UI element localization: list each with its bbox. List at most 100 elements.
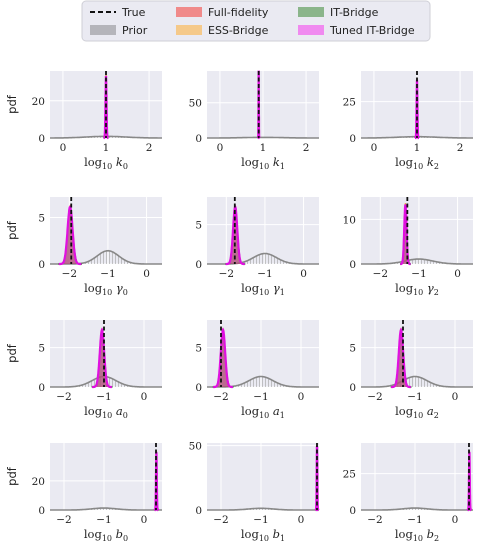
y-tick-label: 5	[195, 220, 202, 232]
x-tick-label: 2	[303, 142, 310, 154]
x-tick-label: 2	[457, 142, 464, 154]
full-fidelity-curve-fill	[213, 329, 233, 387]
full-fidelity-curve-fill	[391, 329, 411, 387]
x-tick-label: −1	[96, 391, 111, 403]
x-axis-label: log10 b2	[395, 527, 439, 543]
y-tick-label: 5	[38, 212, 45, 224]
x-tick-label: 1	[260, 142, 267, 154]
x-tick-label: 2	[146, 142, 153, 154]
tuned-it-bridge-curve-fill	[225, 206, 245, 264]
x-tick-label: −2	[373, 268, 388, 280]
legend-swatch-3	[176, 25, 202, 35]
full-fidelity-curve-fill	[92, 329, 112, 387]
prior-fill	[50, 508, 162, 510]
x-tick-label: −2	[367, 391, 382, 403]
it-bridge-curve-fill	[58, 209, 83, 264]
y-tick-label: 0	[38, 133, 45, 145]
tuned-it-bridge-curve-fill	[58, 206, 82, 264]
y-tick-label: 0	[349, 133, 356, 145]
x-tick-label: −1	[96, 514, 111, 526]
x-axis-label: log10 a1	[241, 404, 285, 420]
tuned-it-bridge-curve	[314, 445, 320, 512]
subplot-b1: −2 −1 0 0 50 log10 b1	[189, 441, 320, 543]
x-axis-label: log10 a0	[84, 404, 128, 420]
x-axis-label: log10 k0	[84, 155, 128, 171]
legend-swatch-1	[90, 25, 116, 35]
x-tick-label: −2	[367, 514, 382, 526]
legend-label-5: Tuned IT-Bridge	[329, 24, 415, 37]
prior-fill	[361, 259, 473, 264]
legend-label-3: ESS-Bridge	[208, 24, 269, 37]
x-tick-label: 1	[414, 142, 421, 154]
prior-curve	[207, 507, 319, 511]
prior-curve	[207, 136, 319, 139]
x-tick-label: 0	[141, 514, 148, 526]
y-tick-label: 0	[195, 505, 202, 517]
x-tick-label: 0	[452, 391, 459, 403]
ess-bridge-curve-fill	[391, 328, 411, 387]
tuned-it-bridge-curve-fill	[213, 329, 233, 387]
legend-swatch-4	[298, 7, 324, 17]
ess-bridge-curve-fill	[92, 328, 112, 387]
tuned-it-bridge-curve-fill	[400, 204, 411, 264]
plot-area	[207, 443, 319, 510]
x-axis-label: log10 γ0	[84, 281, 128, 297]
y-tick-label: 0	[38, 259, 45, 271]
prior-fill	[361, 376, 473, 387]
x-axis-label: log10 γ1	[241, 281, 285, 297]
tuned-it-bridge-curve	[414, 79, 420, 140]
y-tick-label: 10	[343, 214, 356, 226]
y-tick-label: 50	[189, 441, 202, 453]
x-tick-label: −2	[62, 268, 77, 280]
y-axis-label: pdf	[5, 343, 19, 363]
x-tick-label: 0	[371, 142, 378, 154]
x-axis-label: log10 b0	[84, 527, 128, 543]
y-tick-label: 0	[349, 382, 356, 394]
prior-fill	[207, 508, 319, 510]
subplot-k1: 0 1 2 0 50 log10 k1	[189, 70, 319, 171]
subplot-b0: −2 −1 0 0 20 log10 b0 pdf	[5, 443, 162, 543]
x-tick-label: 0	[452, 514, 459, 526]
ess-bridge-curve-fill	[58, 205, 82, 264]
x-tick-label: −1	[407, 391, 422, 403]
y-tick-label: 0	[349, 505, 356, 517]
subplot-g1: −2 −1 0 0 5 log10 γ1	[195, 197, 319, 297]
legend-label-0: True	[121, 6, 146, 19]
y-tick-label: 0	[38, 382, 45, 394]
y-tick-label: 20	[32, 96, 45, 108]
y-tick-label: 5	[38, 343, 45, 355]
it-bridge-curve-fill	[399, 207, 411, 264]
tuned-it-bridge-curve	[153, 451, 159, 512]
ess-bridge-curve-fill	[213, 328, 233, 387]
legend-swatch-5	[298, 25, 324, 35]
x-tick-label: 0	[298, 514, 305, 526]
x-tick-label: −2	[213, 514, 228, 526]
subplot-g0: −2 −1 0 0 5 log10 γ0 pdf	[5, 197, 162, 297]
plot-area	[361, 197, 473, 264]
x-tick-label: 0	[454, 268, 461, 280]
x-tick-label: 0	[60, 142, 67, 154]
tuned-it-bridge-curve-fill	[92, 329, 112, 387]
x-tick-label: 0	[143, 268, 150, 280]
x-tick-label: 0	[217, 142, 224, 154]
subplot-g2: −2 −1 0 0 10 log10 γ2	[343, 197, 473, 297]
it-bridge-curve-fill	[212, 332, 234, 387]
y-tick-label: 0	[349, 259, 356, 271]
y-tick-label: 0	[195, 259, 202, 271]
y-tick-label: 5	[349, 343, 356, 355]
tuned-it-bridge-curve	[400, 204, 411, 266]
tuned-it-bridge-curve	[391, 327, 411, 389]
legend-label-1: Prior	[122, 24, 148, 37]
x-tick-label: 0	[141, 391, 148, 403]
y-tick-label: 0	[38, 505, 45, 517]
x-axis-label: log10 γ2	[395, 281, 439, 297]
y-axis-label: pdf	[5, 94, 19, 114]
tuned-it-bridge-curve	[92, 327, 112, 389]
subplot-a0: −2 −1 0 0 5 log10 a0 pdf	[5, 320, 162, 420]
full-fidelity-curve-fill	[58, 206, 82, 264]
ess-bridge-curve-fill	[225, 205, 245, 264]
tuned-it-bridge-curve	[58, 205, 82, 266]
prior-fill	[361, 508, 473, 510]
